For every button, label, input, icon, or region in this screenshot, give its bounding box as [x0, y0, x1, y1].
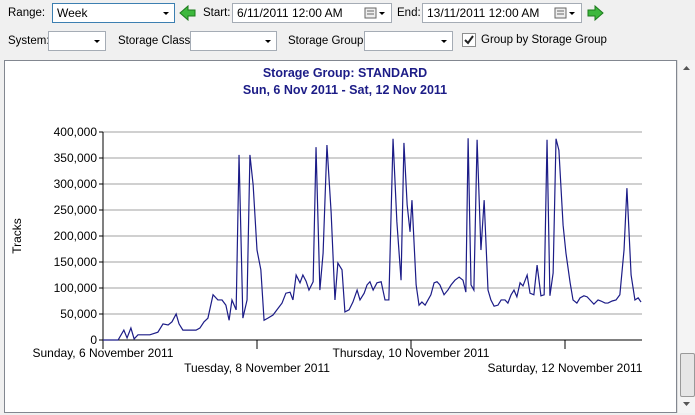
scroll-up [683, 66, 690, 70]
y-tick-label: 400,000 [54, 125, 98, 139]
y-tick-label: 250,000 [54, 203, 98, 217]
y-tick-label: 350,000 [54, 151, 98, 165]
check-mark [464, 35, 474, 45]
dropdown-arrow [441, 40, 447, 43]
x-tick-label: Thursday, 10 November 2011 [333, 346, 490, 360]
scroll-down [683, 402, 690, 406]
storage-class-label: Storage Class: [118, 35, 194, 47]
x-tick-label: Saturday, 12 November 2011 [488, 361, 643, 375]
y-tick-label: 150,000 [54, 255, 98, 269]
range-value: Week [57, 6, 88, 20]
system-label: System: [8, 35, 50, 47]
chart-panel: Storage Group: STANDARD Sun, 6 Nov 2011 … [4, 60, 677, 413]
dropdown-arrow [265, 40, 271, 43]
y-tick-label: 100,000 [54, 281, 98, 295]
storage-class-combo[interactable] [190, 31, 277, 51]
y-tick-label: 0 [90, 333, 97, 347]
end-value: 13/11/2011 12:00 AM [427, 6, 540, 20]
end-label: End: [397, 7, 421, 19]
dropdown-arrow [94, 40, 100, 43]
end-picker[interactable]: 13/11/2011 12:00 AM [422, 3, 582, 23]
system-combo[interactable] [48, 31, 106, 51]
y-axis-label: Tracks [10, 218, 24, 254]
storage-group-combo[interactable] [364, 31, 453, 51]
previous-button[interactable] [179, 5, 197, 21]
scrollbar[interactable] [677, 60, 695, 413]
range-label: Range: [8, 7, 46, 19]
next-button[interactable] [586, 5, 604, 21]
start-label: Start: [203, 7, 231, 19]
group-checkbox[interactable] [462, 33, 476, 47]
data-line [103, 138, 642, 341]
x-tick-label: Sunday, 6 November 2011 [33, 346, 174, 360]
start-picker[interactable]: 6/11/2011 12:00 AM [232, 3, 392, 23]
chart-title: Storage Group: STANDARD [263, 66, 427, 80]
y-tick-label: 200,000 [54, 229, 98, 243]
y-tick-label: 300,000 [54, 177, 98, 191]
y-tick-label: 50,000 [60, 307, 97, 321]
calendar-button [554, 7, 575, 19]
group-by-label: Group by Storage Group [481, 34, 607, 46]
x-tick-label: Tuesday, 8 November 2011 [184, 361, 330, 375]
range-combo[interactable]: Week [52, 3, 175, 23]
scroll-thumb [680, 353, 695, 397]
calendar-button [364, 7, 385, 19]
start-value: 6/11/2011 12:00 AM [237, 6, 343, 20]
dropdown-arrow [163, 12, 169, 15]
storage-group-label: Storage Group: [288, 35, 367, 47]
chart: Storage Group: STANDARD Sun, 6 Nov 2011 … [10, 66, 643, 375]
chart-subtitle: Sun, 6 Nov 2011 - Sat, 12 Nov 2011 [243, 83, 447, 97]
